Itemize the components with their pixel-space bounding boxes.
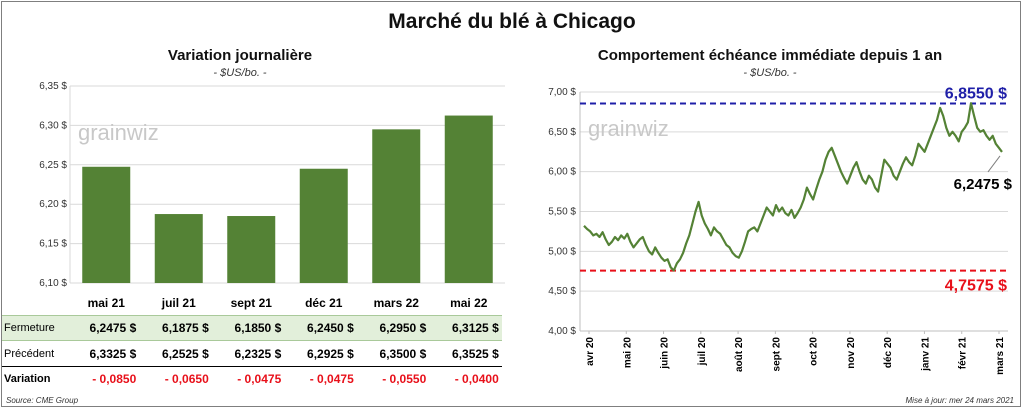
y-tick-label: 6,25 $ [39, 160, 67, 171]
bar-chart-unit: - $US/bo. - [213, 67, 267, 79]
line-chart: 4,00 $ 4,50 $ 5,00 $ 5,50 $ 6,00 $ 6,50 $ 7,00… [548, 86, 1013, 375]
x-tick-label: nov 20 [846, 337, 857, 369]
table-row-precedent: Précédent 6,3325 $ 6,2525 $ 6,2325 $ 6,2925… [2, 342, 502, 367]
x-tick-label: oct 20 [809, 337, 820, 366]
x-tick-label: sept 21 [231, 296, 273, 310]
table-cell: 6,2475 $ [89, 321, 137, 335]
watermark-logo: grainwiz [588, 116, 669, 141]
y-tick-label: 6,00 $ [548, 167, 576, 178]
last-value-label: 6,2475 $ [954, 176, 1013, 193]
last-value-leader [987, 155, 1001, 173]
table-row-variation: Variation - 0,0850 - 0,0650 - 0,0475 - 0,04… [2, 367, 502, 391]
table-cell: - 0,0400 [454, 372, 499, 386]
x-tick-label: déc 20 [883, 337, 894, 369]
page-title: Marché du blé à Chicago [388, 10, 636, 33]
bar-sept-21 [227, 216, 276, 283]
table-cell: - 0,0850 [92, 372, 137, 386]
table-row-label: Variation [4, 373, 51, 385]
x-tick-label: mai 20 [622, 337, 633, 369]
y-tick-label: 4,50 $ [548, 286, 576, 297]
table-cell: - 0,0475 [309, 372, 354, 386]
table-cell: 6,3125 $ [452, 321, 499, 335]
bar-juil-21 [154, 214, 203, 283]
bar-mai-21 [82, 166, 131, 283]
x-tick-label: déc 21 [305, 296, 343, 310]
table-cell: 6,2525 $ [162, 347, 209, 361]
x-tick-label: juil 20 [697, 337, 708, 367]
y-tick-label: 6,35 $ [39, 81, 67, 92]
y-tick-label: 7,00 $ [548, 87, 576, 98]
y-tick-label: 6,10 $ [39, 278, 67, 289]
x-tick-label: juin 20 [660, 337, 671, 370]
x-tick-label: mars 22 [374, 296, 420, 310]
x-tick-label: sept 20 [771, 337, 782, 372]
table-row-label: Précédent [4, 348, 55, 360]
min-label: 4,7575 $ [945, 278, 1007, 295]
table-cell: - 0,0650 [164, 372, 209, 386]
x-tick-label: mai 21 [88, 296, 126, 310]
x-tick-label: juil 21 [161, 296, 196, 310]
y-tick-label: 6,15 $ [39, 239, 67, 250]
line-chart-unit: - $US/bo. - [743, 67, 797, 79]
table-row-fermeture: Fermeture 6,2475 $ 6,1875 $ 6,1850 $ 6,2450… [2, 315, 502, 341]
table-cell: 6,3500 $ [379, 347, 427, 361]
table-cell: 6,3325 $ [89, 347, 137, 361]
y-tick-label: 6,20 $ [39, 199, 67, 210]
x-tick-label: févr 21 [958, 337, 969, 370]
table-cell: - 0,0550 [382, 372, 427, 386]
x-tick-label: janv 21 [920, 337, 931, 372]
table-cell: 6,3525 $ [452, 347, 499, 361]
y-tick-label: 6,50 $ [548, 127, 576, 138]
bar-mars-22 [372, 129, 421, 283]
source-note: Source: CME Group [6, 396, 79, 405]
table-cell: 6,2450 $ [307, 321, 354, 335]
table-cell: 6,2925 $ [307, 347, 354, 361]
table-row-label: Fermeture [4, 322, 55, 334]
table-cell: 6,2325 $ [234, 347, 282, 361]
table-cell: 6,1875 $ [162, 321, 209, 335]
table-cell: 6,1850 $ [234, 321, 282, 335]
price-line [583, 102, 1003, 272]
line-chart-title: Comportement échéance immédiate depuis 1… [597, 47, 943, 64]
y-tick-label: 4,00 $ [548, 326, 576, 337]
update-note: Mise à jour: mer 24 mars 2021 [905, 396, 1015, 405]
table-cell: - 0,0475 [237, 372, 282, 386]
y-tick-label: 5,50 $ [548, 207, 576, 218]
x-tick-label: août 20 [734, 337, 745, 372]
x-tick-label: avr 20 [585, 337, 596, 366]
y-tick-label: 5,00 $ [548, 246, 576, 257]
bar-mai-22 [444, 115, 493, 283]
x-tick-label: mars 21 [995, 337, 1006, 375]
y-tick-label: 6,30 $ [39, 120, 67, 131]
bar-chart-title: Variation journalière [167, 47, 313, 64]
watermark-logo: grainwiz [78, 120, 159, 145]
bar-chart: 6,10 $ 6,15 $ 6,20 $ 6,25 $ 6,30 $ 6,35 $ gra… [39, 81, 505, 310]
x-tick-label: mai 22 [450, 296, 488, 310]
max-label: 6,8550 $ [945, 86, 1007, 103]
table-cell: 6,2950 $ [379, 321, 427, 335]
bar-déc-21 [299, 168, 348, 283]
